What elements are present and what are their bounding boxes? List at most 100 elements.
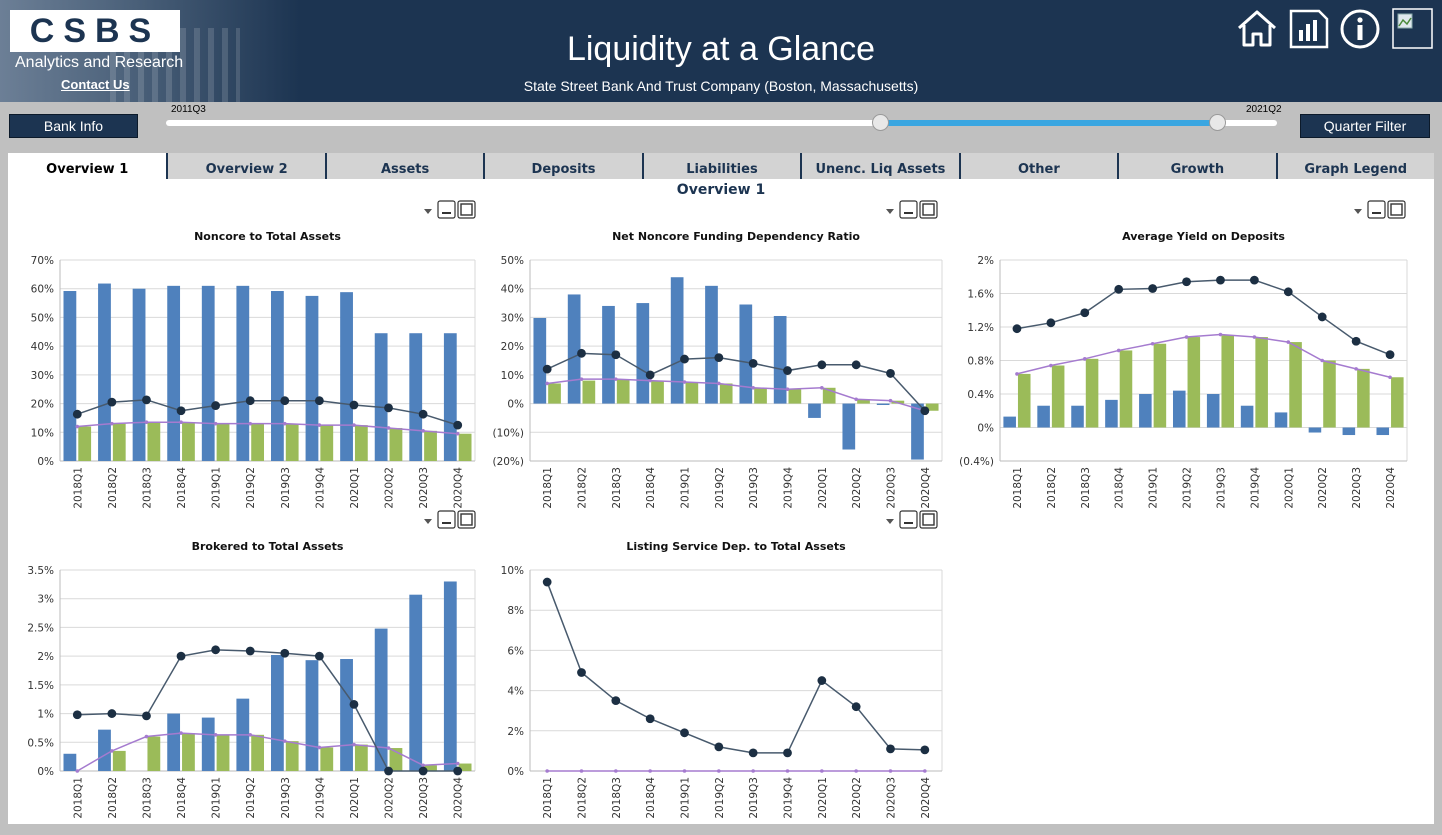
point-dark[interactable] <box>611 350 621 360</box>
point-purple[interactable] <box>614 769 618 773</box>
point-dark[interactable] <box>245 396 255 406</box>
point-dark[interactable] <box>680 354 689 364</box>
point-purple[interactable] <box>820 385 824 390</box>
point-purple[interactable] <box>352 423 356 427</box>
bar-blue[interactable] <box>739 304 753 404</box>
bar-blue[interactable] <box>443 333 457 461</box>
point-purple[interactable] <box>1150 341 1155 346</box>
bar-blue[interactable] <box>1105 399 1118 428</box>
bar-green[interactable] <box>320 425 334 461</box>
bar-blue[interactable] <box>167 285 181 461</box>
slider-start-handle[interactable] <box>872 114 889 131</box>
point-purple[interactable] <box>717 769 721 773</box>
bar-green[interactable] <box>1323 360 1336 428</box>
bar-green[interactable] <box>1357 368 1370 428</box>
bar-blue[interactable] <box>201 717 215 771</box>
bar-blue[interactable] <box>340 659 353 771</box>
point-purple[interactable] <box>717 381 721 386</box>
csbs-logo[interactable]: CSBS <box>10 10 180 52</box>
tab-assets[interactable]: Assets <box>324 153 484 179</box>
point-dark[interactable] <box>577 348 586 358</box>
bar-green[interactable] <box>685 382 699 404</box>
bar-blue[interactable] <box>1376 427 1390 436</box>
bar-blue[interactable] <box>1206 394 1220 428</box>
point-purple[interactable] <box>179 731 183 735</box>
point-dark[interactable] <box>314 651 324 661</box>
point-purple[interactable] <box>545 381 549 386</box>
contact-us-link[interactable]: Contact Us <box>61 77 130 92</box>
point-dark[interactable] <box>886 369 895 378</box>
point-dark[interactable] <box>107 709 117 718</box>
point-purple[interactable] <box>751 769 755 773</box>
bar-blue[interactable] <box>374 628 388 771</box>
point-purple[interactable] <box>785 387 790 392</box>
bar-green[interactable] <box>147 422 161 461</box>
point-purple[interactable] <box>75 769 80 773</box>
point-dark[interactable] <box>748 358 758 368</box>
bar-green[interactable] <box>719 383 733 404</box>
point-purple[interactable] <box>1116 348 1121 353</box>
point-dark[interactable] <box>611 696 621 706</box>
minimize-icon[interactable] <box>437 510 456 529</box>
bar-blue[interactable] <box>305 660 319 771</box>
bar-green[interactable] <box>424 430 437 461</box>
point-purple[interactable] <box>648 769 652 773</box>
point-purple[interactable] <box>1049 363 1053 368</box>
bar-blue[interactable] <box>270 291 284 461</box>
maximize-icon[interactable] <box>919 200 938 219</box>
point-dark[interactable] <box>1283 287 1293 297</box>
maximize-icon[interactable] <box>1387 200 1406 219</box>
point-dark[interactable] <box>1385 350 1395 360</box>
quarter-slider-range[interactable] <box>881 120 1218 126</box>
point-dark[interactable] <box>384 403 393 413</box>
point-dark[interactable] <box>418 409 428 419</box>
bar-green[interactable] <box>1221 335 1235 428</box>
point-dark[interactable] <box>176 406 186 416</box>
bar-blue[interactable] <box>270 654 284 771</box>
point-dark[interactable] <box>418 766 428 776</box>
bar-blue[interactable] <box>808 403 821 418</box>
bar-blue[interactable] <box>842 403 856 450</box>
point-dark[interactable] <box>817 360 827 370</box>
bar-blue[interactable] <box>533 318 547 404</box>
quarter-slider-track[interactable] <box>166 120 1277 126</box>
point-purple[interactable] <box>248 421 253 426</box>
bar-blue[interactable] <box>1139 394 1152 428</box>
bar-blue[interactable] <box>374 333 388 461</box>
point-purple[interactable] <box>282 739 287 743</box>
bar-green[interactable] <box>285 741 299 771</box>
point-dark[interactable] <box>211 401 221 410</box>
bar-green[interactable] <box>857 399 870 404</box>
point-purple[interactable] <box>682 380 687 384</box>
bar-green[interactable] <box>147 736 161 771</box>
minimize-icon[interactable] <box>899 510 918 529</box>
bar-green[interactable] <box>216 734 230 771</box>
bar-green[interactable] <box>1153 343 1167 428</box>
bar-green[interactable] <box>788 389 802 404</box>
bar-blue[interactable] <box>705 285 718 404</box>
point-dark[interactable] <box>714 742 724 752</box>
bar-green[interactable] <box>548 383 561 404</box>
bar-green[interactable] <box>424 765 437 771</box>
bar-blue[interactable] <box>201 285 215 461</box>
bar-green[interactable] <box>1051 365 1065 428</box>
bar-green[interactable] <box>389 427 403 461</box>
maximize-icon[interactable] <box>457 510 476 529</box>
bank-info-button[interactable]: Bank Info <box>9 114 138 138</box>
point-purple[interactable] <box>785 769 790 773</box>
point-purple[interactable] <box>682 769 687 773</box>
chart-menu-dropdown-icon[interactable] <box>424 209 432 214</box>
point-dark[interactable] <box>453 420 463 430</box>
point-purple[interactable] <box>1320 358 1325 363</box>
bar-green[interactable] <box>651 380 664 404</box>
bar-green[interactable] <box>216 423 230 461</box>
point-dark[interactable] <box>680 728 689 738</box>
point-purple[interactable] <box>751 385 755 390</box>
point-dark[interactable] <box>211 645 221 655</box>
bar-blue[interactable] <box>1274 412 1288 428</box>
quarter-filter-button[interactable]: Quarter Filter <box>1300 114 1430 138</box>
point-purple[interactable] <box>421 429 425 433</box>
chart-menu-dropdown-icon[interactable] <box>886 209 894 214</box>
point-purple[interactable] <box>1252 335 1257 339</box>
bar-blue[interactable] <box>98 729 111 771</box>
